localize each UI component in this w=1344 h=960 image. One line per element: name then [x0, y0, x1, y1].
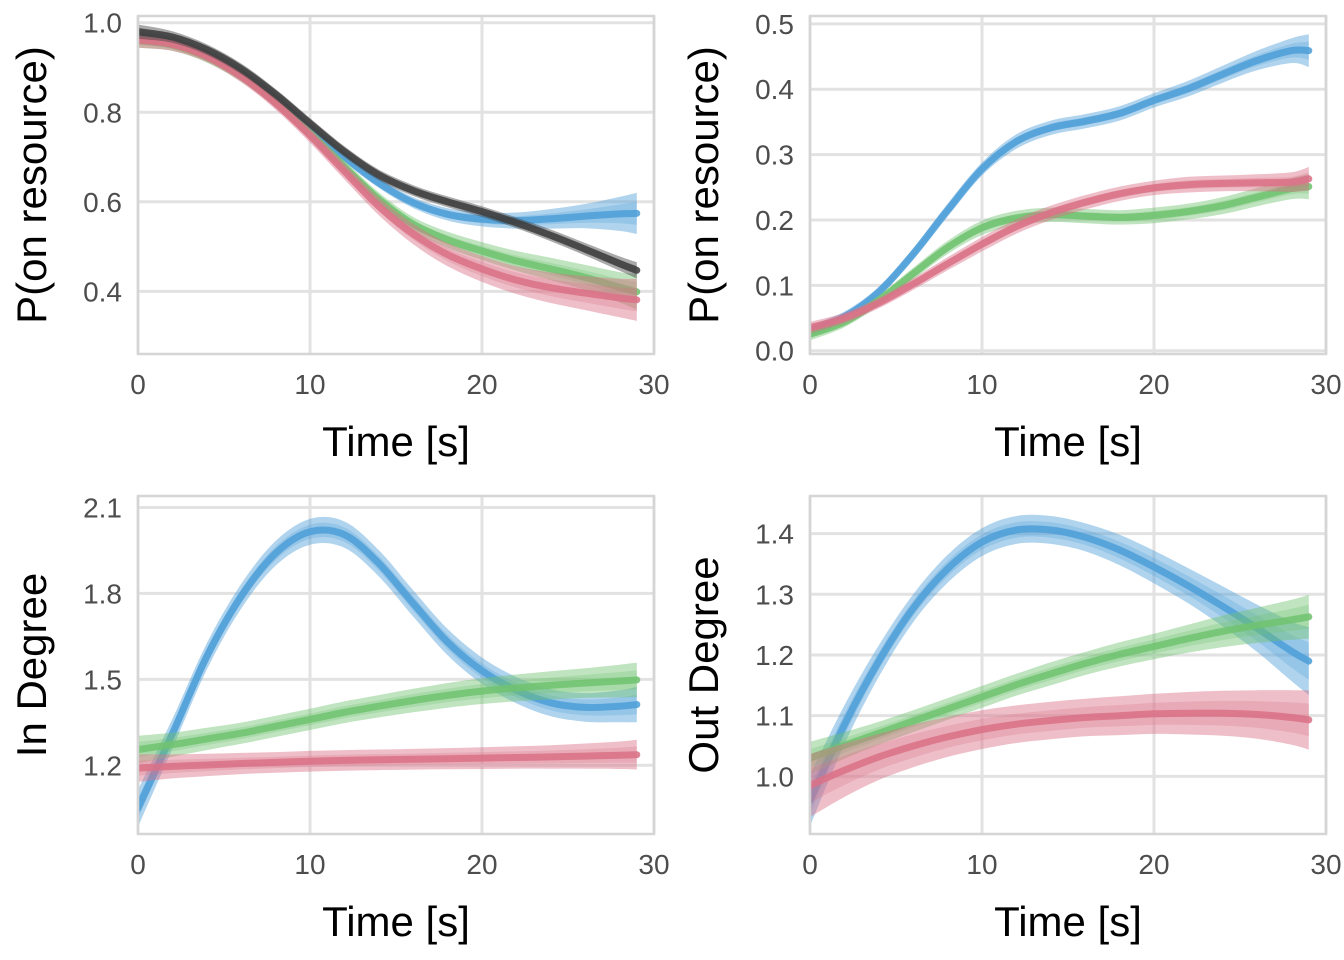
series-red-line [810, 175, 1313, 332]
y-tick-label: 1.3 [755, 579, 794, 610]
x-axis-title: Time [s] [322, 898, 470, 945]
x-tick-label: 10 [966, 369, 997, 400]
tick-labels: 0 10 20 30 0.0 0.1 0.2 0.3 0.4 0.5 [755, 9, 1342, 400]
panel-bottom-left: In Degree 0 10 20 30 1.2 1.5 1.8 2.1 Time [s] [0, 480, 672, 960]
y-tick-label: 0.3 [755, 140, 794, 171]
panel-bottom-right: Out Degree 0 10 20 30 1.0 1.1 1.2 1.3 1.4 Time [… [672, 480, 1344, 960]
panel-top-right: P(on resource) 0 10 20 30 0.0 0.1 0.2 0.3 0.4 0.5… [672, 0, 1344, 480]
y-tick-label: 0.0 [755, 336, 794, 367]
plot-area-top-left: 0 10 20 30 0.4 0.6 0.8 1.0 [83, 8, 670, 400]
series-group [810, 34, 1313, 341]
y-tick-label: 1.5 [83, 664, 122, 695]
y-tick-label: 1.0 [83, 8, 122, 39]
y-tick-label: 1.4 [755, 519, 794, 550]
x-tick-label: 10 [294, 849, 325, 880]
plot-area-top-right: 0 10 20 30 0.0 0.1 0.2 0.3 0.4 0.5 [755, 9, 1342, 400]
panel-border [136, 14, 656, 356]
x-tick-label: 20 [1138, 849, 1169, 880]
series-green-line [810, 183, 1313, 338]
y-tick-label: 0.5 [755, 9, 794, 40]
gridlines [136, 496, 656, 834]
y-tick-label: 0.2 [755, 205, 794, 236]
series-group [810, 514, 1313, 827]
series-green-ribbon [810, 174, 1309, 341]
series-blue-ribbon [810, 514, 1309, 827]
x-tick-label: 10 [294, 369, 325, 400]
panel-border [808, 14, 1328, 356]
y-tick-label: 1.2 [83, 750, 122, 781]
x-axis-title: Time [s] [994, 418, 1142, 465]
plot-area-bottom-right: 0 10 20 30 1.0 1.1 1.2 1.3 1.4 [755, 494, 1342, 880]
y-tick-label: 1.8 [83, 578, 122, 609]
series-blue-ribbon [138, 516, 637, 827]
x-tick-label: 30 [1310, 369, 1341, 400]
y-tick-label: 0.6 [83, 187, 122, 218]
tick-labels: 0 10 20 30 0.4 0.6 0.8 1.0 [83, 8, 670, 400]
x-tick-label: 0 [130, 849, 146, 880]
series-group [138, 516, 641, 827]
x-tick-label: 0 [802, 849, 818, 880]
y-tick-label: 0.4 [83, 276, 122, 307]
series-red-ribbon [810, 690, 1309, 817]
series-black-line [138, 28, 641, 274]
x-tick-label: 30 [638, 369, 669, 400]
plot-area-bottom-left: 0 10 20 30 1.2 1.5 1.8 2.1 [83, 492, 670, 880]
series-green-line [138, 676, 641, 753]
series-red-line [138, 751, 641, 772]
y-tick-label: 1.0 [755, 761, 794, 792]
series-blue-line [138, 526, 641, 812]
x-tick-label: 20 [466, 849, 497, 880]
panel-border [808, 494, 1328, 836]
y-tick-label: 0.4 [755, 74, 794, 105]
x-tick-label: 30 [1310, 849, 1341, 880]
x-tick-label: 20 [466, 369, 497, 400]
x-axis-title: Time [s] [994, 898, 1142, 945]
x-tick-label: 30 [638, 849, 669, 880]
y-tick-label: 1.2 [755, 640, 794, 671]
y-tick-label: 0.1 [755, 270, 794, 301]
series-green-ribbon-inner [138, 670, 637, 758]
series-green-ribbon-inner [810, 604, 1309, 768]
x-tick-label: 0 [802, 369, 818, 400]
series-red-line [138, 36, 641, 304]
y-tick-label: 1.1 [755, 701, 794, 732]
series-blue-line [810, 525, 1313, 805]
series-blue-line [810, 46, 1313, 335]
tick-labels: 0 10 20 30 1.2 1.5 1.8 2.1 [83, 492, 670, 880]
panel-border [136, 494, 656, 836]
panel-top-left: P(on resource) 0 10 20 30 0.4 0.6 0.8 1.0 Time … [0, 0, 672, 480]
series-red-line [810, 709, 1313, 789]
x-tick-label: 20 [1138, 369, 1169, 400]
tick-labels: 0 10 20 30 1.0 1.1 1.2 1.3 1.4 [755, 519, 1342, 880]
series-green-line [810, 613, 1313, 762]
y-tick-label: 2.1 [83, 492, 122, 523]
x-tick-label: 0 [130, 369, 146, 400]
series-group [138, 24, 641, 321]
series-green-line [138, 37, 641, 296]
x-axis-title: Time [s] [322, 418, 470, 465]
series-green-ribbon [138, 33, 637, 310]
y-tick-label: 0.8 [83, 97, 122, 128]
series-red-ribbon [810, 167, 1309, 334]
x-tick-label: 10 [966, 849, 997, 880]
